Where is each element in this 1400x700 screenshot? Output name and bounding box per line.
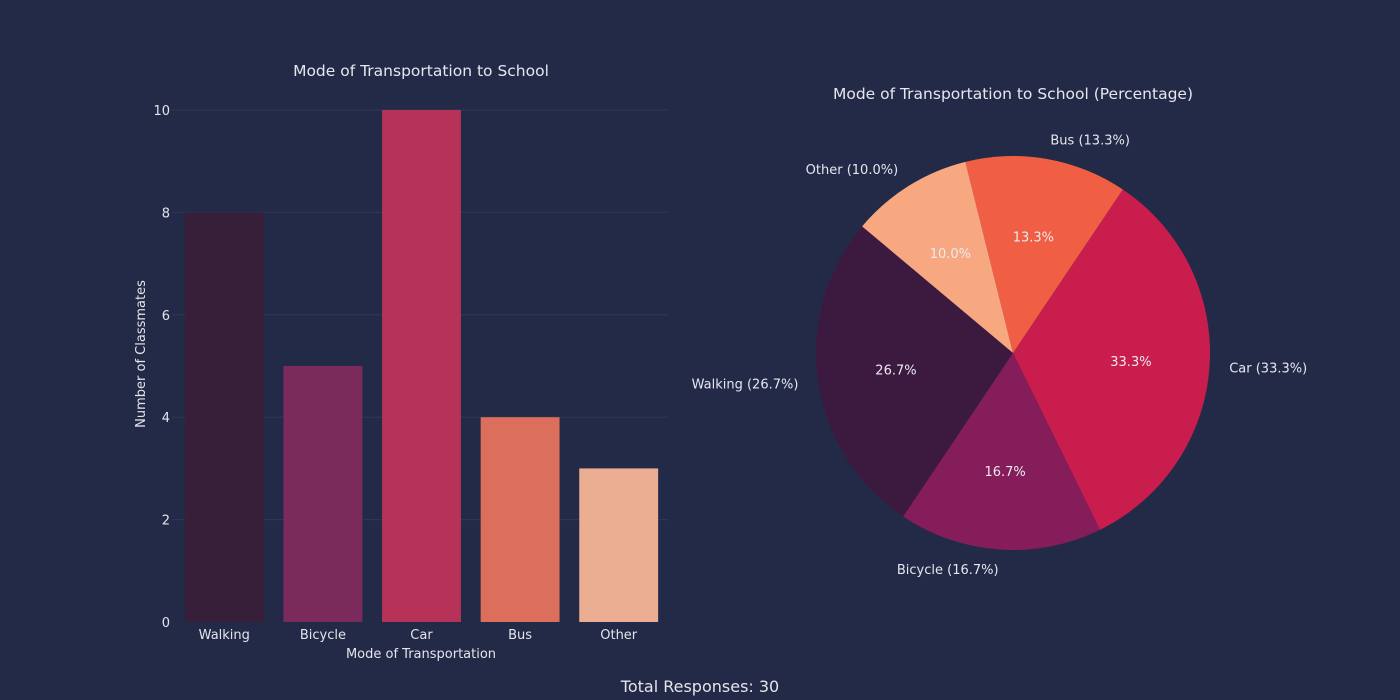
bar-bars — [184, 110, 659, 622]
pie-slices — [815, 156, 1211, 550]
bar-x-tick-label: Walking — [199, 628, 250, 643]
bar-bus — [480, 417, 560, 622]
bar-x-tick-label: Car — [410, 628, 433, 643]
pie-category-label: Bicycle (16.7%) — [897, 563, 999, 578]
bar-x-axis-label: Mode of Transportation — [346, 647, 496, 662]
pie-percent-label: 16.7% — [984, 465, 1025, 480]
bar-y-ticks: 0 2 4 6 8 10 — [153, 104, 170, 631]
bar-x-tick-label: Bicycle — [300, 628, 346, 643]
bar-chart-title: Mode of Transportation to School — [293, 62, 549, 80]
bar-y-tick-label: 10 — [153, 104, 170, 119]
pie-chart: Mode of Transportation to School (Percen… — [692, 85, 1308, 578]
bar-x-ticks: Walking Bicycle Car Bus Other — [199, 628, 638, 643]
bar-chart: Mode of Transportation to School 0 2 4 6 8 10… — [134, 62, 668, 662]
bar-car — [382, 110, 461, 622]
pie-percent-label: 26.7% — [875, 364, 916, 379]
pie-slice-other — [862, 161, 1013, 353]
pie-inner-labels: 26.7% 16.7% 33.3% 13.3% 10.0% — [875, 231, 1151, 480]
pie-slice-car — [1013, 189, 1211, 530]
pie-slice-walking — [815, 226, 1013, 517]
pie-chart-title: Mode of Transportation to School (Percen… — [833, 85, 1193, 103]
pie-outer-labels: Walking (26.7%) Bicycle (16.7%) Car (33.3%… — [692, 134, 1308, 579]
bar-walking — [184, 212, 264, 622]
pie-percent-label: 13.3% — [1013, 231, 1054, 246]
pie-slice-bus — [965, 156, 1123, 353]
pie-slice-bicycle — [903, 353, 1101, 550]
pie-category-label: Walking (26.7%) — [692, 377, 799, 392]
bar-bicycle — [283, 366, 363, 622]
bar-y-tick-label: 2 — [162, 514, 170, 529]
pie-category-label: Car (33.3%) — [1229, 361, 1307, 376]
bar-y-tick-label: 6 — [162, 309, 170, 324]
pie-category-label: Other (10.0%) — [806, 163, 899, 178]
bar-y-tick-label: 0 — [162, 616, 170, 631]
pie-percent-label: 10.0% — [930, 247, 971, 262]
total-responses-label: Total Responses: 30 — [620, 677, 780, 696]
bar-y-tick-label: 8 — [162, 206, 170, 221]
bar-other — [579, 468, 659, 622]
bar-y-axis-label: Number of Classmates — [134, 280, 149, 428]
bar-x-tick-label: Other — [600, 628, 638, 643]
pie-percent-label: 33.3% — [1110, 355, 1151, 370]
pie-category-label: Bus (13.3%) — [1050, 134, 1130, 149]
bar-x-tick-label: Bus — [508, 628, 532, 643]
bar-y-tick-label: 4 — [162, 411, 170, 426]
